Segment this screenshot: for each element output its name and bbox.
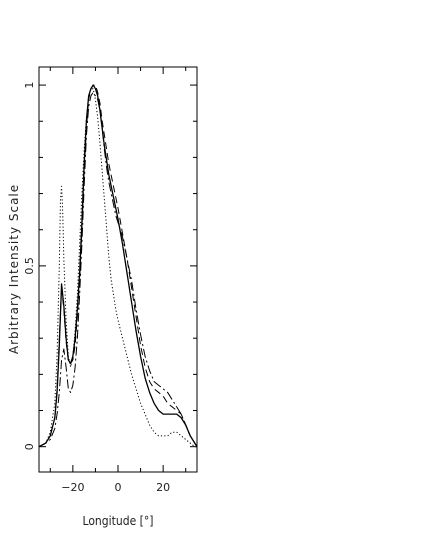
y-axis-label: Arbitrary Intensity Scale	[7, 184, 21, 354]
x-tick-label: 20	[156, 481, 170, 494]
series-layer	[38, 84, 198, 448]
y-tick-label: 0	[23, 443, 36, 450]
plot-frame	[38, 66, 198, 473]
ticks-layer: −20 0 20 0 0.5 1	[23, 67, 197, 494]
x-axis-label: Longitude [°]	[83, 514, 154, 528]
series-line-4-dotted	[38, 88, 197, 448]
x-tick-label: −20	[61, 481, 84, 494]
series-line-1-solid	[38, 84, 198, 448]
series-line-2-dashed	[38, 84, 198, 448]
y-tick-label: 1	[23, 82, 36, 89]
series-line-3-dash-dot	[38, 91, 198, 448]
x-tick-label: 0	[115, 481, 122, 494]
y-tick-label: 0.5	[23, 257, 36, 275]
